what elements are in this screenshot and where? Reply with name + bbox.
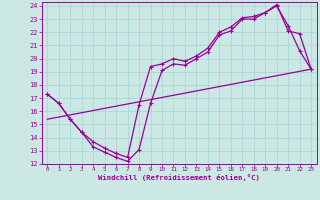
X-axis label: Windchill (Refroidissement éolien,°C): Windchill (Refroidissement éolien,°C) bbox=[98, 174, 260, 181]
